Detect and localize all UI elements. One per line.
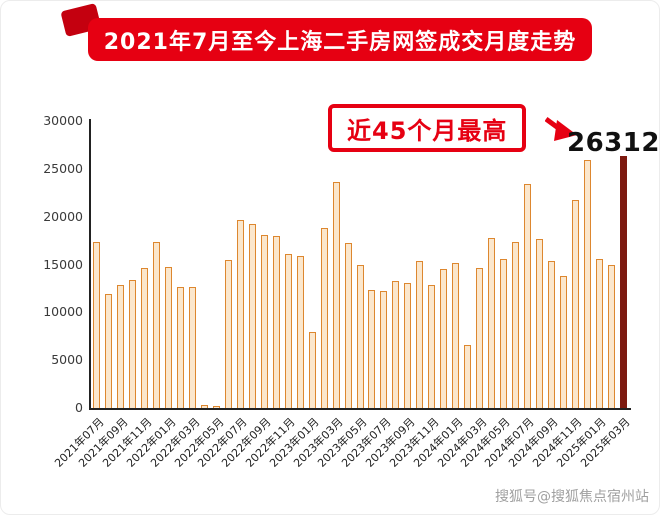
y-tick-label: 30000 (43, 113, 83, 128)
bar (344, 243, 352, 408)
bar (189, 287, 197, 408)
bar (583, 160, 591, 408)
bar (308, 332, 316, 408)
bar (117, 285, 125, 408)
bar (392, 281, 400, 408)
bar (488, 238, 495, 408)
bar (177, 287, 185, 408)
highlight-bar (619, 156, 627, 408)
bar (607, 265, 615, 408)
bar (141, 268, 149, 408)
bar (571, 200, 579, 408)
y-tick-label: 20000 (43, 208, 83, 224)
bar (201, 405, 209, 408)
chart-title: 2021年7月至今上海二手房网签成交月度走势 (103, 29, 577, 55)
annotation-box: 近45个月最高 (328, 104, 527, 152)
bar (380, 291, 388, 408)
bar (356, 265, 364, 408)
bar (213, 406, 221, 408)
bar (523, 184, 531, 408)
bars-layer (91, 121, 629, 408)
bar (332, 182, 340, 408)
bar (165, 267, 173, 408)
bar (296, 256, 304, 408)
bar (260, 235, 268, 408)
y-tick-label: 25000 (43, 160, 83, 176)
watermark-text: 搜狐号@搜狐焦点宿州站 (495, 489, 649, 505)
bar (129, 280, 137, 408)
bar (368, 290, 376, 408)
y-tick-label: 0 (75, 400, 83, 415)
bar (416, 261, 424, 408)
bar (547, 261, 555, 408)
bar (511, 242, 519, 408)
bar (272, 236, 280, 408)
y-axis-line (89, 119, 91, 410)
peak-value-label: 26312 (567, 128, 660, 158)
bar (320, 228, 328, 408)
bar (535, 239, 543, 408)
bar (93, 242, 101, 408)
annotation-text: 近45个月最高 (347, 116, 508, 145)
bar (452, 263, 460, 408)
bar (236, 220, 244, 408)
bar (248, 224, 256, 408)
bar (404, 283, 412, 408)
bar (153, 242, 161, 408)
y-tick-label: 15000 (43, 256, 83, 272)
bar (595, 259, 603, 408)
y-tick-label: 5000 (51, 352, 83, 368)
arrow-icon (545, 116, 577, 141)
chart-title-banner: 2021年7月至今上海二手房网签成交月度走势 (88, 18, 592, 61)
bar (284, 254, 292, 408)
x-axis-line (89, 408, 631, 410)
bar (440, 269, 448, 408)
y-tick-label: 10000 (43, 304, 83, 320)
bar (105, 294, 113, 408)
bar (476, 268, 484, 408)
bar (428, 285, 436, 408)
bar (224, 260, 232, 408)
bar (559, 276, 567, 408)
bar (499, 259, 507, 408)
bar (464, 345, 472, 408)
